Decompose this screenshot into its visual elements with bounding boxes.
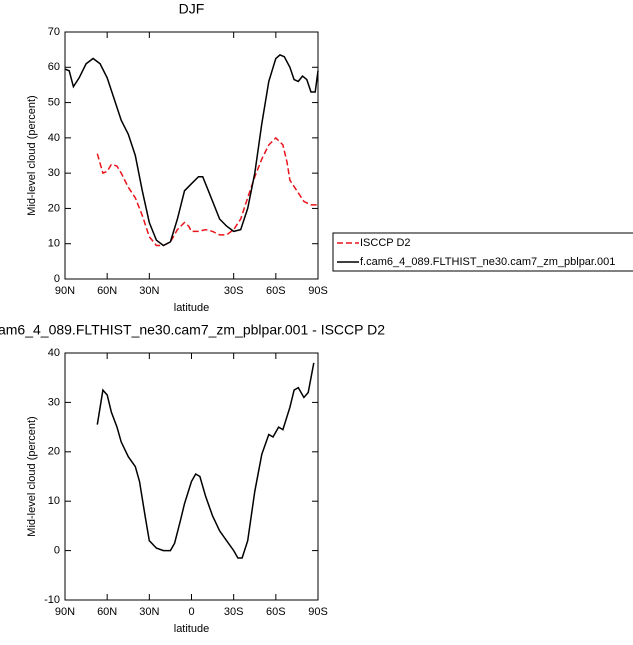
chart-title: DJF: [179, 1, 205, 17]
y-tick-label: 10: [48, 495, 60, 507]
y-tick-label: 0: [54, 545, 60, 557]
x-tick-label: 90S: [308, 606, 328, 618]
series-line: [96, 362, 315, 559]
x-tick-label: 60N: [97, 285, 117, 297]
legend-label: ISCCP D2: [360, 237, 411, 249]
y-tick-label: 10: [48, 238, 60, 250]
series-line: [96, 136, 318, 247]
y-axis-label: Mid-level cloud (percent): [26, 416, 38, 536]
x-tick-label: 60S: [266, 606, 286, 618]
x-tick-label: 90S: [308, 285, 328, 297]
y-tick-label: 40: [48, 347, 60, 359]
x-axis-label: latitude: [174, 623, 209, 635]
legend-label: f.cam6_4_089.FLTHIST_ne30.cam7_zm_pblpar…: [360, 256, 615, 268]
series-line: [64, 54, 319, 247]
x-tick-label: 30N: [139, 285, 159, 297]
x-tick-label: 90N: [55, 606, 75, 618]
y-tick-label: 0: [54, 273, 60, 285]
y-tick-label: 20: [48, 202, 60, 214]
x-tick-label: 90N: [55, 285, 75, 297]
y-tick-label: 30: [48, 167, 60, 179]
x-tick-label: 30S: [224, 606, 244, 618]
x-tick-label: 60S: [266, 285, 286, 297]
y-tick-label: 30: [48, 396, 60, 408]
plot-frame: [64, 31, 319, 280]
chart-title: am6_4_089.FLTHIST_ne30.cam7_zm_pblpar.00…: [0, 322, 385, 338]
y-tick-label: 20: [48, 446, 60, 458]
y-tick-label: -10: [44, 594, 60, 606]
x-tick-label: 0: [188, 606, 194, 618]
y-axis-label: Mid-level cloud (percent): [26, 95, 38, 215]
y-tick-label: 70: [48, 26, 60, 38]
x-tick-label: 30N: [139, 606, 159, 618]
y-tick-label: 40: [48, 132, 60, 144]
y-tick-label: 50: [48, 96, 60, 108]
x-tick-label: 30S: [224, 285, 244, 297]
legend-box: [332, 232, 633, 272]
x-tick-label: 60N: [97, 606, 117, 618]
x-axis-label: latitude: [174, 302, 209, 314]
y-tick-label: 60: [48, 61, 60, 73]
